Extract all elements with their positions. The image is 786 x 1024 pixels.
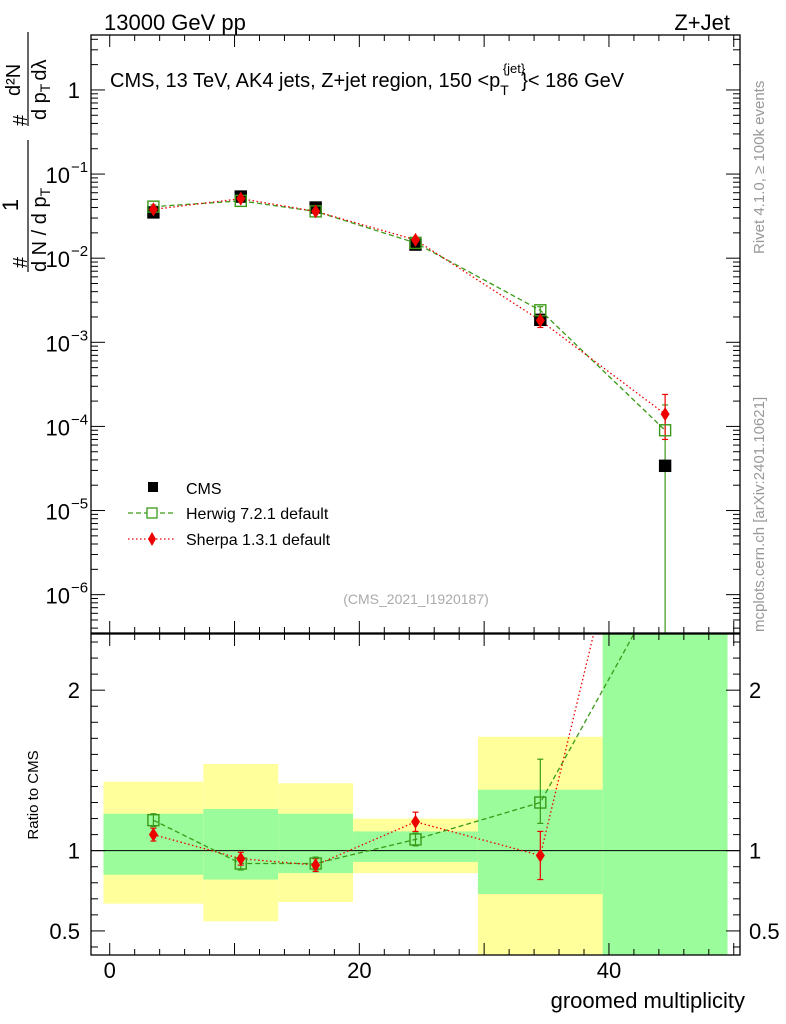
legend-marker-cms — [148, 482, 158, 492]
main-ytick-exp-5: −1 — [71, 159, 88, 176]
main-ytick-label-3: 10 — [46, 331, 70, 356]
x-tick-labels: 0 20 40 — [104, 958, 622, 983]
main-ytick-exp-0: −6 — [71, 580, 88, 597]
main-ytick-label-2: 10 — [46, 415, 70, 440]
herwig-line — [153, 200, 666, 431]
main-ytick-label-0: 10 — [46, 584, 70, 609]
main-ytick-label-5: 10 — [46, 163, 70, 188]
ratio-y-tick-labels: 0.5 0.5 1 1 2 2 — [49, 678, 779, 944]
herwig-point-5 — [658, 424, 672, 437]
chart-title: CMS, 13 TeV, AK4 jets, Z+jet region, 150… — [110, 61, 625, 98]
header-right: Z+Jet — [674, 10, 730, 35]
ylabel-hash-1: # — [10, 256, 32, 268]
ratio-sherpa-point-1 — [236, 851, 246, 866]
main-ytick-label-4: 10 — [46, 247, 70, 272]
ylabel-deriv-den-tail: dλ — [29, 60, 51, 81]
legend-label-cms: CMS — [186, 481, 222, 498]
ratio-frame — [90, 633, 741, 956]
ratio-sherpa-point-2 — [311, 858, 321, 873]
axis-ticks — [91, 35, 740, 955]
ylabel-deriv-den-sub: T — [37, 83, 53, 92]
rivet-label: Rivet 4.1.0, ≥ 100k events — [751, 81, 768, 254]
main-ytick-exp-4: −2 — [71, 243, 88, 260]
legend-marker-sherpa — [148, 532, 156, 546]
ratio-ytick-right-1: 1 — [749, 839, 761, 864]
ratio-herwig-point-0 — [147, 813, 160, 827]
legend-label-sherpa: Sherpa 1.3.1 default — [186, 532, 331, 549]
x-tick-label-2: 40 — [597, 958, 621, 983]
main-ytick-exp-1: −5 — [71, 496, 88, 513]
ratio-ytick-left-2: 2 — [68, 678, 80, 703]
band-green-5 — [602, 634, 728, 955]
ylabel-fraction-den-sub: T — [37, 187, 53, 196]
ylabel-fraction-den: d N / d pT — [29, 187, 53, 272]
legend-label-herwig: Herwig 7.2.1 default — [186, 506, 329, 523]
chart-title-tail: }< 186 GeV — [521, 70, 625, 92]
cms-point-5 — [658, 459, 672, 473]
legend-entry-cms: CMS — [148, 481, 222, 498]
legend-marker-herwig — [146, 507, 158, 519]
ratio-ytick-left-0: 0.5 — [49, 919, 80, 944]
ratio-sherpa-line — [153, 634, 595, 866]
legend: CMS Herwig 7.2.1 default Sherpa 1.3.1 de… — [128, 481, 331, 549]
ratio-herwig-point-3 — [409, 833, 422, 846]
chart-title-main: CMS, 13 TeV, AK4 jets, Z+jet region, 150… — [110, 70, 500, 92]
ratio-y-label: Ratio to CMS — [25, 750, 42, 839]
ylabel-deriv-den-main: d p — [29, 92, 51, 120]
mcplots-label: mcplots.cern.ch [arXiv:2401.10621] — [751, 397, 768, 632]
main-y-tick-labels: 10 −610 −510 −410 −310 −210 −11 — [46, 78, 89, 609]
main-ytick-exp-3: −3 — [71, 327, 88, 344]
ratio-ytick-right-2: 2 — [749, 678, 761, 703]
ylabel-deriv-den: d pTdλ — [29, 60, 53, 121]
ratio-herwig-point-4 — [534, 796, 547, 809]
ratio-sherpa-point-0 — [148, 827, 158, 842]
chart-title-sup: {jet} — [503, 61, 526, 76]
main-frame — [90, 34, 741, 634]
sherpa-point-0 — [148, 202, 158, 217]
legend-entry-herwig: Herwig 7.2.1 default — [128, 506, 329, 523]
main-ytick-label-1: 10 — [46, 500, 70, 525]
ratio-series — [147, 634, 635, 881]
ratio-uncertainty-bands — [103, 634, 728, 955]
ratio-ytick-right-0: 0.5 — [749, 919, 780, 944]
main-ytick-label-6: 1 — [68, 78, 80, 103]
ratio-herwig-line — [153, 634, 635, 865]
main-ytick-exp-2: −4 — [71, 411, 88, 428]
analysis-tag: (CMS_2021_I1920187) — [343, 591, 489, 607]
sherpa-point-2 — [311, 204, 321, 219]
sherpa-point-4 — [535, 313, 545, 328]
ratio-sherpa-point-4 — [535, 848, 545, 863]
sherpa-point-5 — [660, 407, 670, 422]
chart-title-sub: T — [500, 82, 509, 98]
ylabel-deriv-num: d²N — [3, 64, 25, 96]
sherpa-point-3 — [411, 232, 420, 247]
sherpa-point-1 — [236, 191, 246, 206]
ratio-ytick-left-1: 1 — [68, 839, 80, 864]
header-left: 13000 GeV pp — [104, 10, 246, 35]
main-series — [147, 190, 672, 633]
x-axis-label: groomed multiplicity — [551, 988, 745, 1013]
x-tick-label-1: 20 — [347, 958, 371, 983]
x-tick-label-0: 0 — [104, 958, 116, 983]
main-y-label: # # 1 d N / d pT d²N d pTdλ — [0, 32, 53, 272]
sherpa-line — [153, 198, 666, 415]
ylabel-hash-2: # — [10, 114, 32, 126]
ylabel-fraction-num: 1 — [0, 199, 23, 211]
ratio-sherpa-point-3 — [411, 814, 420, 829]
ylabel-fraction-den-main: d N / d p — [29, 196, 51, 272]
legend-entry-sherpa: Sherpa 1.3.1 default — [128, 532, 331, 549]
